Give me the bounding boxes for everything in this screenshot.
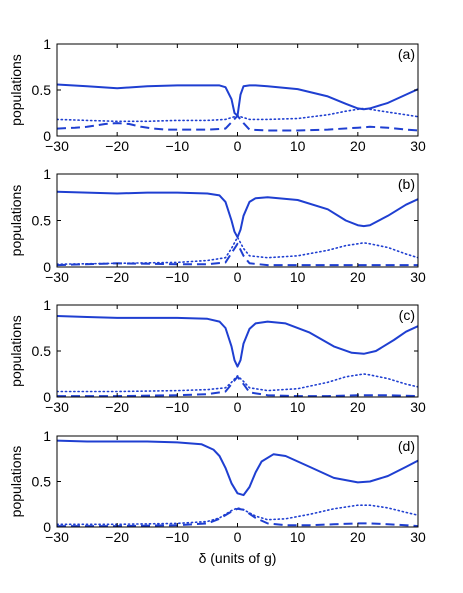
x-tick-label: 20 bbox=[350, 529, 366, 545]
series-group bbox=[57, 439, 418, 527]
x-tick-label: 20 bbox=[350, 138, 366, 154]
series-dashed-line bbox=[57, 375, 418, 397]
series-solid-line bbox=[57, 190, 418, 239]
axes-frame bbox=[56, 304, 419, 398]
series-solid-line bbox=[57, 315, 418, 368]
series-dotted-line bbox=[57, 107, 418, 123]
y-tick-label: 0 bbox=[43, 519, 51, 535]
y-tick-label: 1 bbox=[43, 297, 51, 313]
y-tick-label: 1 bbox=[43, 428, 51, 444]
axes-frame bbox=[56, 43, 419, 137]
x-tick-label: 0 bbox=[234, 529, 242, 545]
x-tick-label: 0 bbox=[234, 399, 242, 415]
series-dashed-line bbox=[57, 507, 418, 527]
x-tick-label: −20 bbox=[105, 138, 129, 154]
panel-3: −30 −20 −10 0 10 20 30 0 0.5 1 populations (c) bbox=[8, 297, 426, 415]
x-tick-label: −10 bbox=[165, 529, 189, 545]
y-axis-label: populations bbox=[8, 446, 24, 518]
x-tick-label: −10 bbox=[165, 399, 189, 415]
x-tick-label: 20 bbox=[350, 399, 366, 415]
x-tick-label: −30 bbox=[45, 399, 69, 415]
x-tick-label: −20 bbox=[105, 399, 129, 415]
x-tick-label: 10 bbox=[290, 138, 306, 154]
series-solid-line bbox=[57, 83, 418, 117]
x-tick-label: 10 bbox=[290, 399, 306, 415]
x-tick-label: −20 bbox=[105, 269, 129, 285]
panel-2: −30 −20 −10 0 10 20 30 0 0.5 1 populations (b) bbox=[8, 166, 426, 285]
series-dashed-line bbox=[57, 114, 418, 132]
x-tick-label: 0 bbox=[234, 138, 242, 154]
x-tick-label: 10 bbox=[290, 269, 306, 285]
series-group bbox=[57, 315, 418, 397]
y-tick-label: 0.5 bbox=[32, 343, 52, 359]
x-tick-label: 30 bbox=[410, 138, 426, 154]
series-dotted-line bbox=[57, 236, 418, 265]
series-solid-line bbox=[57, 439, 418, 497]
series-dotted-line bbox=[57, 504, 418, 526]
x-tick-label: −30 bbox=[45, 529, 69, 545]
series-group bbox=[57, 83, 418, 132]
x-tick-label: 30 bbox=[410, 399, 426, 415]
y-tick-label: 0 bbox=[43, 128, 51, 144]
x-tick-label: −30 bbox=[45, 138, 69, 154]
series-dashed-line bbox=[57, 242, 418, 267]
panel-1: −30 −20 −10 0 10 20 30 0 0.5 1 populations (a) bbox=[8, 36, 426, 154]
x-tick-label: −20 bbox=[105, 529, 129, 545]
x-tick-label: −30 bbox=[45, 269, 69, 285]
series-dotted-line bbox=[57, 373, 418, 393]
x-tick-label: −10 bbox=[165, 269, 189, 285]
x-tick-label: 20 bbox=[350, 269, 366, 285]
y-tick-label: 1 bbox=[43, 166, 51, 182]
y-tick-label: 1 bbox=[43, 36, 51, 52]
x-tick-label: −10 bbox=[165, 138, 189, 154]
axes-frame bbox=[56, 173, 419, 268]
y-axis-label: populations bbox=[8, 315, 24, 387]
panel-label: (a) bbox=[398, 46, 415, 62]
x-tick-label: 30 bbox=[410, 269, 426, 285]
panel-label: (c) bbox=[399, 307, 415, 323]
y-tick-label: 0.5 bbox=[32, 474, 52, 490]
series-group bbox=[57, 190, 418, 267]
y-tick-label: 0.5 bbox=[32, 213, 52, 229]
y-tick-label: 0 bbox=[43, 259, 51, 275]
panel-4: −30 −20 −10 0 10 20 30 0 0.5 1 populations (d) δ (un… bbox=[8, 428, 426, 566]
y-tick-label: 0.5 bbox=[32, 82, 52, 98]
x-tick-label: 10 bbox=[290, 529, 306, 545]
x-tick-label: 0 bbox=[234, 269, 242, 285]
x-axis-label: δ (units of g) bbox=[199, 550, 277, 566]
panel-label: (d) bbox=[398, 438, 415, 454]
panel-label: (b) bbox=[398, 176, 415, 192]
x-tick-label: 30 bbox=[410, 529, 426, 545]
y-axis-label: populations bbox=[8, 185, 24, 257]
y-axis-label: populations bbox=[8, 54, 24, 126]
y-tick-label: 0 bbox=[43, 389, 51, 405]
